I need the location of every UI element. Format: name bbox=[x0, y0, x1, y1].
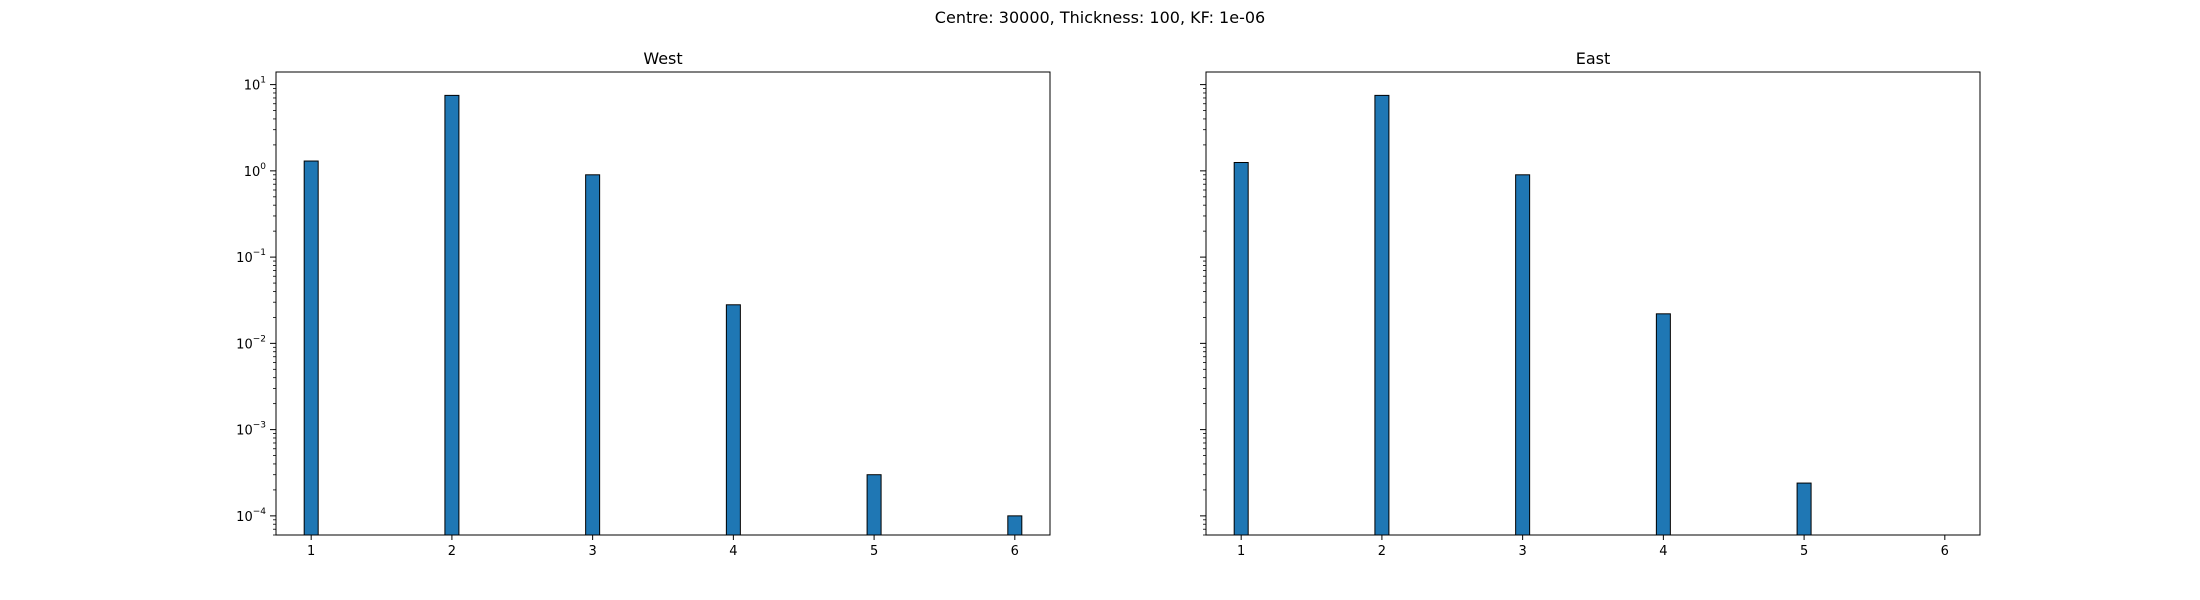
p0-xtick-label-1: 1 bbox=[307, 544, 315, 559]
p0-xtick-label-6: 6 bbox=[1011, 544, 1019, 559]
p0-axes-frame bbox=[275, 71, 1051, 536]
p0-ytick-base-1: 10 bbox=[244, 165, 261, 180]
p1-bar-2 bbox=[1374, 94, 1390, 536]
p0-xtick-label-2: 2 bbox=[448, 544, 456, 559]
p1-bar-5 bbox=[1796, 482, 1812, 536]
p1-xtick-label-3: 3 bbox=[1518, 544, 1526, 559]
p0-ytick-label-5: 10−4 bbox=[236, 507, 266, 525]
p1-xtick-label-6: 6 bbox=[1941, 544, 1949, 559]
p0-title: West bbox=[643, 49, 682, 68]
p0-bar-4 bbox=[725, 304, 741, 536]
p1-bar-3 bbox=[1515, 174, 1531, 536]
p0-ytick-exp-3: −2 bbox=[253, 334, 266, 344]
p1-xtick-label-4: 4 bbox=[1659, 544, 1667, 559]
p0-bar-1 bbox=[303, 160, 319, 536]
p0-ytick-exp-5: −4 bbox=[253, 507, 267, 517]
p0-ytick-exp-2: −1 bbox=[253, 248, 266, 258]
p0-ytick-label-3: 10−2 bbox=[236, 334, 266, 352]
p0-ytick-exp-4: −3 bbox=[253, 421, 266, 431]
p0-ytick-exp-1: 0 bbox=[260, 162, 266, 172]
p0-bar-2 bbox=[444, 94, 460, 536]
p0-xtick-label-3: 3 bbox=[588, 544, 596, 559]
east-panel: East 1 2 3 4 5 6 bbox=[1200, 49, 1981, 559]
p0-bar-3 bbox=[585, 174, 601, 536]
p1-axes-frame bbox=[1205, 71, 1981, 536]
p0-xtick-label-4: 4 bbox=[729, 544, 737, 559]
p0-ytick-base-0: 10 bbox=[244, 79, 261, 94]
p0-ytick-label-4: 10−3 bbox=[236, 421, 266, 439]
p0-ytick-base-4: 10 bbox=[236, 424, 253, 439]
p1-bar-1 bbox=[1233, 161, 1249, 536]
p0-ytick-label-1: 100 bbox=[244, 162, 267, 180]
p1-bar-4 bbox=[1655, 313, 1671, 536]
p1-xtick-label-1: 1 bbox=[1237, 544, 1245, 559]
p0-ytick-label-0: 101 bbox=[244, 76, 266, 94]
p0-bar-5 bbox=[866, 474, 882, 536]
p0-ytick-base-3: 10 bbox=[236, 337, 253, 352]
figure-suptitle: Centre: 30000, Thickness: 100, KF: 1e-06 bbox=[935, 8, 1265, 27]
p0-ytick-base-5: 10 bbox=[236, 510, 253, 525]
p0-ytick-label-2: 10−1 bbox=[236, 248, 266, 266]
p0-bar-6 bbox=[1007, 515, 1023, 536]
p1-xtick-label-2: 2 bbox=[1378, 544, 1386, 559]
p0-ytick-exp-0: 1 bbox=[260, 76, 266, 86]
p0-ytick-base-2: 10 bbox=[236, 251, 253, 266]
p0-xtick-label-5: 5 bbox=[870, 544, 878, 559]
p1-title: East bbox=[1576, 49, 1611, 68]
p1-xtick-label-5: 5 bbox=[1800, 544, 1808, 559]
